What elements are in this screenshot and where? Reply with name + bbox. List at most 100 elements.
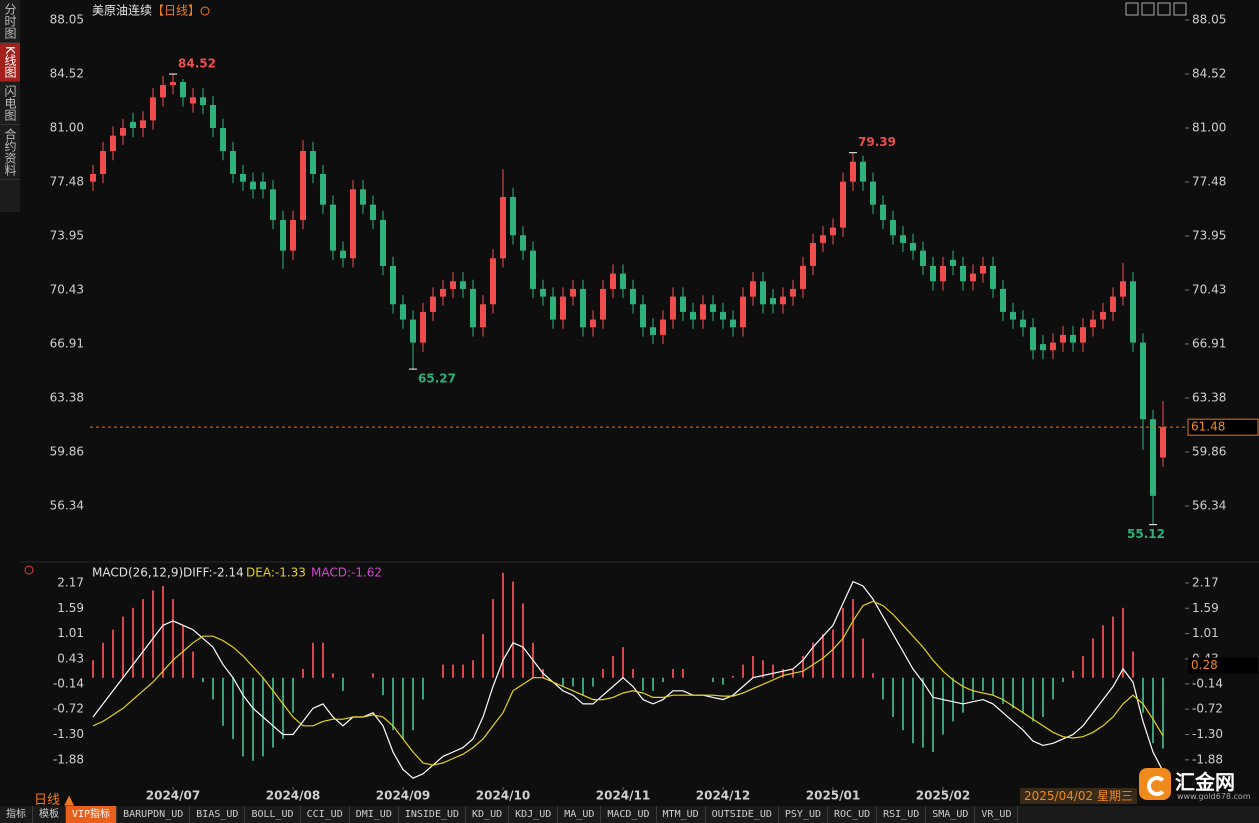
candle-body <box>1090 319 1096 328</box>
candle-body <box>1040 344 1046 351</box>
icon[interactable] <box>1141 2 1155 16</box>
candle-body <box>730 319 736 328</box>
y-tick-label-right: 84.52 <box>1192 67 1226 81</box>
cursor-date: 2025/04/02 星期三 <box>1020 788 1137 804</box>
settings-icon[interactable] <box>200 6 210 16</box>
x-tick-label: 2025/02 <box>916 789 970 803</box>
footer-tab[interactable]: VR_UD <box>975 806 1019 823</box>
footer-tab[interactable]: OUTSIDE_UD <box>706 806 779 823</box>
macd-tick-label: -1.30 <box>53 727 84 741</box>
footer-tab[interactable]: KD_UD <box>466 806 510 823</box>
footer-tab[interactable]: BARUPDN_UD <box>117 806 191 823</box>
sidebar-tab[interactable]: 闪电图 <box>0 82 20 125</box>
indicator-icon[interactable] <box>24 565 34 575</box>
footer-tab[interactable]: MACD_UD <box>601 806 657 823</box>
candle-body <box>760 281 766 305</box>
extreme-label: 79.39 <box>858 135 896 149</box>
footer-tab[interactable]: BIAS_UD <box>190 806 246 823</box>
macd-tick-label-right: -0.14 <box>1192 676 1223 690</box>
y-tick-label-right: 70.43 <box>1192 283 1226 297</box>
candle-body <box>1160 427 1166 458</box>
footer-tab[interactable]: KDJ_UD <box>509 806 559 823</box>
sidebar-tab[interactable]: K线图 <box>0 43 20 82</box>
y-tick-label: 66.91 <box>50 336 84 350</box>
candle-body <box>300 150 306 220</box>
candle-body <box>1070 334 1076 343</box>
candle-body <box>740 296 746 328</box>
footer-tab[interactable]: ROC_UD <box>828 806 878 823</box>
icon[interactable] <box>1157 2 1171 16</box>
logo-icon <box>1139 768 1171 800</box>
candle-body <box>470 288 476 328</box>
candle-body <box>190 97 196 104</box>
footer-tab[interactable]: RSI_UD <box>877 806 927 823</box>
candle-body <box>1080 327 1086 343</box>
candle-body <box>930 265 936 282</box>
macd-line <box>92 600 1164 766</box>
footer-tab[interactable]: MTM_UD <box>657 806 706 823</box>
candle-body <box>970 273 976 282</box>
candle-body <box>1030 327 1036 351</box>
footer-tab[interactable]: BOLL_UD <box>245 806 301 823</box>
footer-tab[interactable]: INSIDE_UD <box>399 806 467 823</box>
cursor-value-label: 0.28 <box>1191 658 1218 672</box>
y-tick-label-right: 63.38 <box>1192 391 1226 405</box>
footer-tab[interactable]: PSY_UD <box>779 806 828 823</box>
candle-body <box>450 281 456 289</box>
period-selector[interactable]: 日线 ▲ <box>34 793 75 808</box>
sidebar-tab[interactable]: 分时图 <box>0 0 20 43</box>
footer-tab[interactable]: SMA_UD <box>926 806 976 823</box>
candle-body <box>630 288 636 305</box>
footer-tab[interactable]: DMI_UD <box>350 806 399 823</box>
x-tick-label: 2024/10 <box>476 789 530 803</box>
candle-body <box>910 242 916 251</box>
candle-body <box>640 304 646 328</box>
footer-tab[interactable]: VIP指标 <box>66 806 118 823</box>
candle-body <box>650 327 656 335</box>
candle-body <box>1120 281 1126 297</box>
y-tick-label-right: 81.00 <box>1192 121 1226 135</box>
candle-body <box>690 311 696 320</box>
y-tick-label: 59.86 <box>50 445 84 459</box>
candle-body <box>360 189 366 205</box>
candle-body <box>230 150 236 174</box>
candle-body <box>540 288 546 297</box>
candle-body <box>390 265 396 305</box>
x-tick-label: 2024/08 <box>266 789 320 803</box>
macd-tick-label: -0.72 <box>53 702 84 716</box>
icon[interactable] <box>1173 2 1187 16</box>
footer-tab[interactable]: CCI_UD <box>301 806 350 823</box>
footer-tabs: 指标 模板 VIP指标 BARUPDN_UD BIAS_UD BOLL_UD CCI_UD D… <box>0 806 1259 823</box>
candle-body <box>270 189 276 220</box>
candle-body <box>480 304 486 328</box>
candle-body <box>140 120 146 129</box>
candle-body <box>710 304 716 312</box>
macd-line <box>92 580 1164 779</box>
y-tick-label-right: 56.34 <box>1192 498 1226 512</box>
candle-body <box>290 219 296 251</box>
y-tick-label-right: 66.91 <box>1192 336 1226 350</box>
y-tick-label: 88.05 <box>50 12 84 26</box>
candle-body <box>90 173 96 182</box>
candle-body <box>1000 288 1006 312</box>
footer-tab[interactable]: MA_UD <box>558 806 602 823</box>
candles <box>90 74 1166 525</box>
candle-body <box>220 128 226 151</box>
sidebar-tab[interactable]: 合约资料 <box>0 125 20 180</box>
macd-tick-label-right: -1.30 <box>1192 727 1223 741</box>
icon[interactable] <box>1125 2 1139 16</box>
candle-body <box>200 97 206 106</box>
y-tick-label: 77.48 <box>50 174 84 188</box>
legend-macd: MACD:-1.62 <box>311 566 382 580</box>
macd-tick-label: 1.01 <box>57 626 84 640</box>
footer-tab[interactable]: 模板 <box>33 806 66 823</box>
cursor-value-box <box>1188 657 1258 674</box>
candle-body <box>600 288 606 320</box>
candle-body <box>350 189 356 259</box>
candle-body <box>180 82 186 98</box>
footer-tab[interactable]: 指标 <box>0 806 33 823</box>
candle-body <box>1020 319 1026 328</box>
candle-body <box>680 296 686 312</box>
y-tick-label: 70.43 <box>50 283 84 297</box>
